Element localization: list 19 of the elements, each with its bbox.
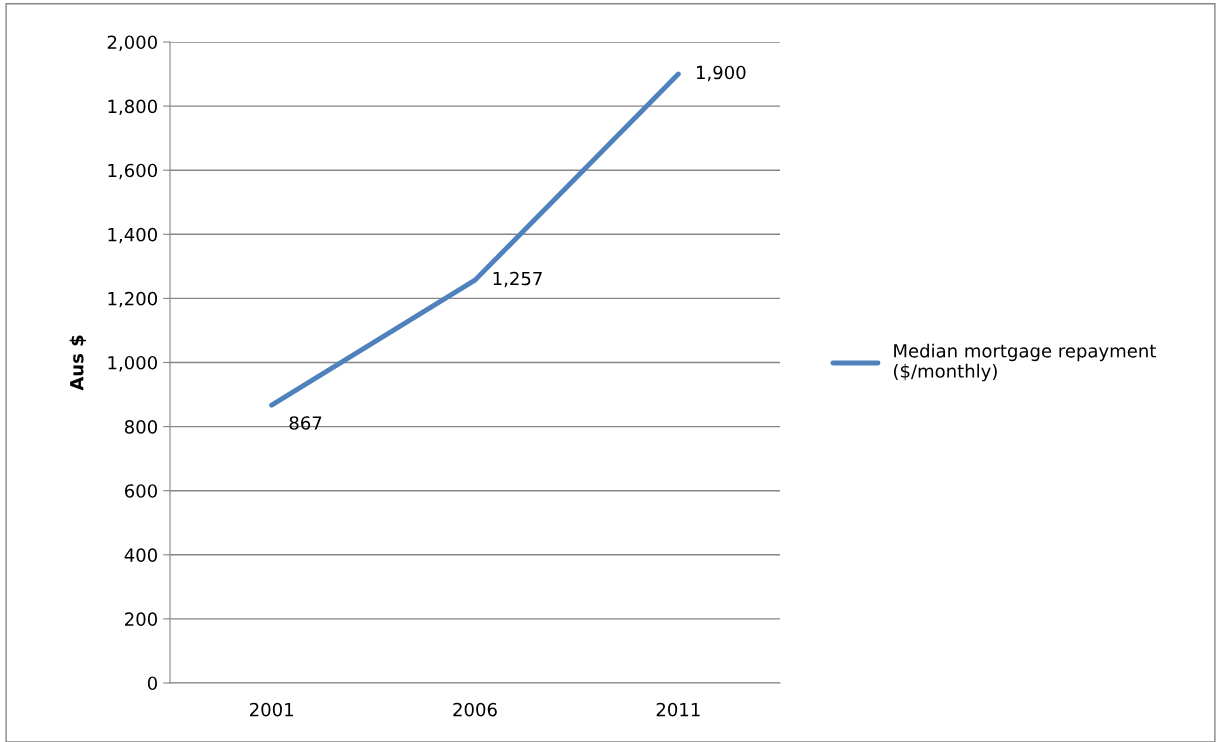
y-tick-label: 200 xyxy=(125,612,157,627)
y-tick-label: 800 xyxy=(124,420,157,434)
y-tick-label: 1,200 xyxy=(108,291,157,308)
y-tick-label: 1,600 xyxy=(108,163,157,180)
y-axis-title: Aus $ xyxy=(69,335,86,391)
x-tick-label: 2006 xyxy=(453,702,497,717)
y-tick-label: 2,000 xyxy=(107,35,157,51)
x-tick-label: 2001 xyxy=(250,702,293,717)
legend-label: Median mortgage repayment ($/monthly) xyxy=(893,343,1156,382)
text: 1,257 xyxy=(493,271,542,288)
y-tick-label: 600 xyxy=(124,484,157,498)
y-tick-label: 0 xyxy=(147,676,157,691)
x-tick-label: 2011 xyxy=(656,702,700,717)
y-tick-label: 1,400 xyxy=(108,227,157,244)
y-tick-label: 400 xyxy=(124,548,157,562)
y-tick-label: 1,000 xyxy=(108,355,157,372)
y-tick-label: 1,800 xyxy=(108,99,157,116)
text: 1,900 xyxy=(696,65,746,82)
text: 867 xyxy=(289,416,322,430)
